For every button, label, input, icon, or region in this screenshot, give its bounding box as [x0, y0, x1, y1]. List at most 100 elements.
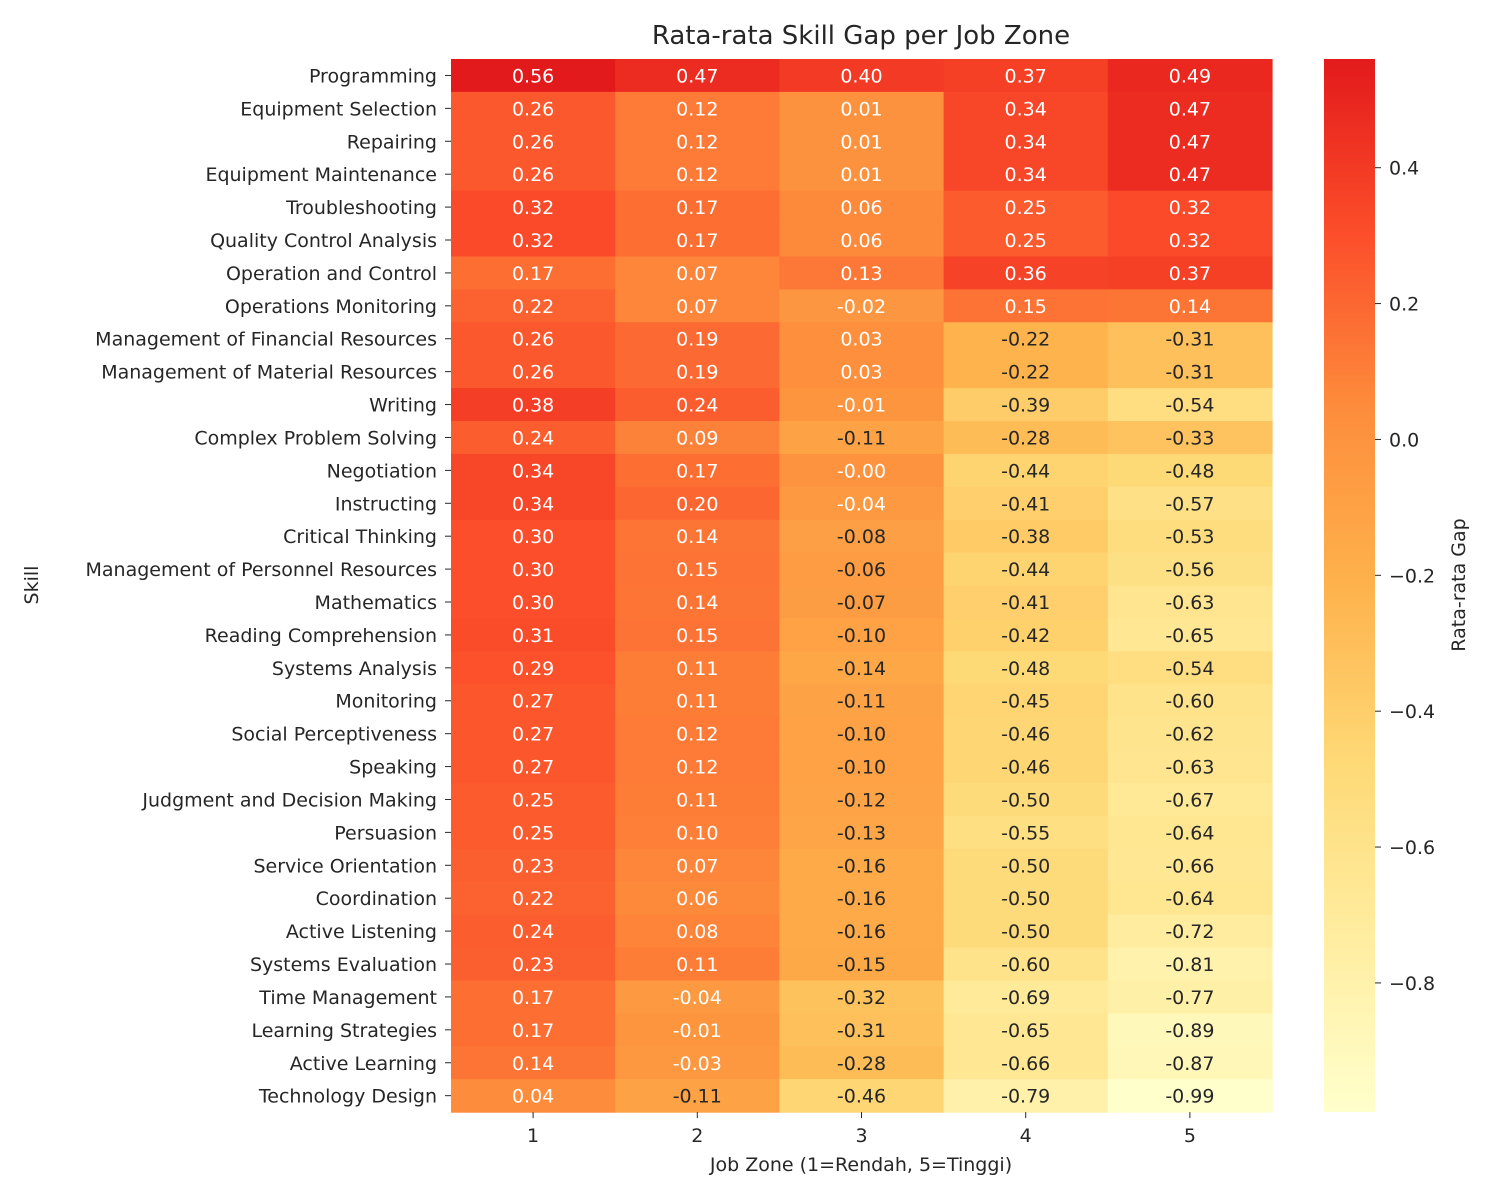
y-tick-label: Reading Comprehension [205, 625, 437, 647]
cell-value-label: 0.32 [512, 197, 554, 219]
heatmap-cell [451, 848, 616, 883]
heatmap-cell [779, 848, 945, 883]
cell-value-label: 0.17 [676, 460, 718, 482]
cell-value-label: 0.29 [512, 658, 554, 680]
heatmap-cell [943, 256, 1109, 290]
cell-value-label: 0.13 [840, 263, 882, 285]
heatmap-cell [779, 651, 945, 685]
cell-value-label: -0.16 [837, 921, 886, 943]
heatmap-cell [943, 552, 1109, 587]
heatmap-cell [943, 1046, 1109, 1080]
cell-value-label: 0.01 [840, 98, 882, 120]
y-tick-label: Writing [369, 395, 437, 417]
heatmap-cell [451, 1046, 616, 1080]
cell-value-label: -0.41 [1001, 493, 1050, 515]
heatmap-cell [1107, 618, 1273, 652]
cell-value-label: 0.08 [676, 921, 718, 943]
cell-value-label: 0.25 [512, 822, 554, 844]
heatmap-cell [943, 815, 1109, 850]
cell-value-label: -0.50 [1001, 789, 1050, 811]
heatmap-cell [1107, 453, 1273, 488]
heatmap-cell [943, 91, 1109, 126]
heatmap-cell [615, 750, 780, 784]
cell-value-label: 0.17 [512, 1020, 554, 1042]
cell-value-label: 0.12 [676, 757, 718, 779]
heatmap-cell [615, 486, 780, 521]
cell-value-label: 0.26 [512, 98, 554, 120]
colorbar-tick-label: −0.4 [1389, 701, 1435, 723]
cell-value-label: 0.04 [512, 1086, 554, 1108]
heatmap-cell [779, 124, 945, 159]
heatmap-cell [943, 947, 1109, 982]
cell-value-label: -0.64 [1165, 888, 1214, 910]
cell-value-label: -0.53 [1165, 526, 1214, 548]
cell-value-label: -0.66 [1001, 1053, 1050, 1075]
cell-value-label: -0.48 [1165, 460, 1214, 482]
heatmap-cell [615, 256, 780, 290]
y-tick-label: Mathematics [315, 592, 437, 614]
cell-value-label: 0.14 [676, 526, 718, 548]
cell-value-label: 0.15 [1005, 296, 1047, 318]
colorbar-tick-label: −0.8 [1389, 973, 1435, 995]
heatmap-cell [1107, 651, 1273, 685]
heatmap-cell [615, 519, 780, 554]
cell-value-label: -0.22 [1001, 329, 1050, 351]
x-tick-label: 4 [1020, 1125, 1032, 1147]
heatmap-cell [451, 1013, 616, 1047]
cell-value-label: -0.01 [673, 1020, 722, 1042]
cell-value-label: 0.01 [840, 131, 882, 153]
chart-title: Rata-rata Skill Gap per Job Zone [652, 21, 1070, 51]
cell-value-label: 0.25 [1005, 197, 1047, 219]
cell-value-label: 0.01 [840, 164, 882, 186]
heatmap-cell [615, 815, 780, 850]
cell-value-label: -0.28 [1001, 427, 1050, 449]
y-axis-label: Skill [21, 566, 43, 605]
heatmap-cell [779, 519, 945, 554]
y-tick-label: Active Learning [290, 1053, 437, 1075]
heatmap-cell [1107, 1046, 1273, 1080]
heatmap-cell [615, 322, 780, 356]
cell-value-label: 0.19 [676, 329, 718, 351]
colorbar-tick-label: 0.0 [1389, 429, 1419, 451]
heatmap-cell [451, 59, 616, 93]
heatmap-cell [779, 223, 945, 258]
heatmap-cell [943, 980, 1109, 1014]
cell-value-label: -0.31 [1165, 362, 1214, 384]
y-tick-label: Repairing [347, 131, 437, 153]
cell-value-label: 0.56 [512, 65, 554, 87]
cell-value-label: 0.07 [676, 296, 718, 318]
cell-value-label: 0.34 [1005, 98, 1047, 120]
cell-value-label: -0.64 [1165, 822, 1214, 844]
y-tick-label: Monitoring [335, 691, 437, 713]
cell-value-label: -0.10 [837, 757, 886, 779]
heatmap-cell [779, 881, 945, 916]
heatmap-cell [779, 815, 945, 850]
cell-value-label: 0.34 [1005, 164, 1047, 186]
heatmap-cell [943, 585, 1109, 620]
y-tick-label: Instructing [335, 493, 437, 515]
heatmap-cell [779, 355, 945, 389]
cell-value-label: -0.10 [837, 625, 886, 647]
cell-value-label: -0.01 [837, 395, 886, 417]
heatmap-cell [615, 881, 780, 916]
cell-value-label: 0.34 [512, 493, 554, 515]
cell-value-label: -0.50 [1001, 921, 1050, 943]
heatmap-cell [779, 684, 945, 718]
heatmap-cell [943, 322, 1109, 356]
heatmap-cell [451, 421, 616, 455]
heatmap-cell [451, 947, 616, 982]
heatmap-cell [943, 59, 1109, 93]
x-tick-label: 2 [691, 1125, 703, 1147]
cell-value-label: -0.44 [1001, 460, 1050, 482]
y-tick-label: Systems Evaluation [250, 954, 437, 976]
heatmap-cell [1107, 914, 1273, 949]
heatmap-cell [451, 486, 616, 521]
heatmap-cell [615, 59, 780, 93]
cell-value-label: 0.11 [676, 691, 718, 713]
cell-value-label: 0.37 [1169, 263, 1211, 285]
colorbar-tick-label: −0.2 [1389, 565, 1435, 587]
heatmap-cell [943, 190, 1109, 225]
cell-value-label: -0.00 [837, 460, 886, 482]
heatmap-cell [779, 750, 945, 784]
